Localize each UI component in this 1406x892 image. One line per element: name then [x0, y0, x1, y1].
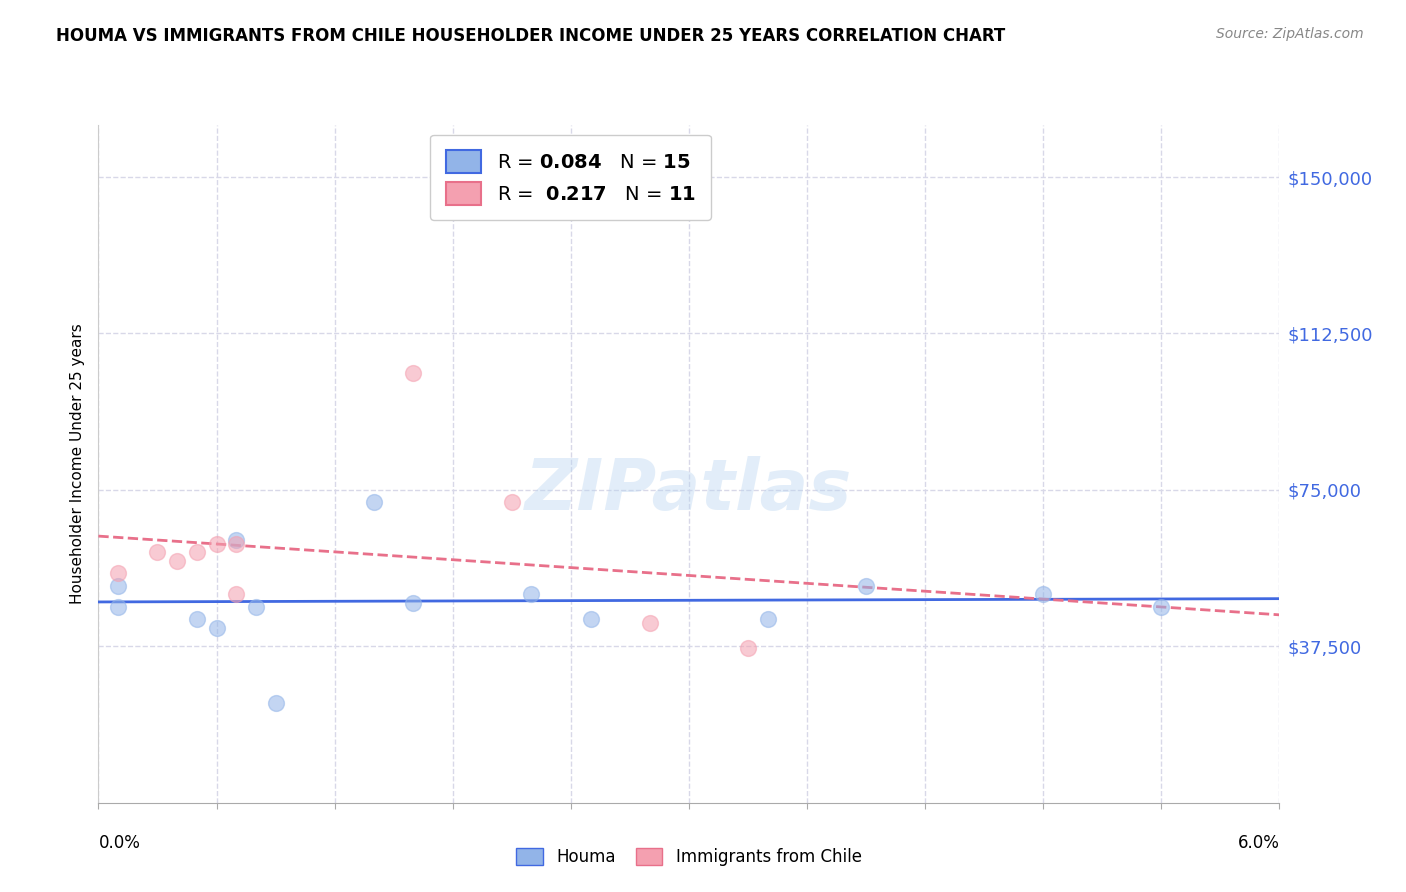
Point: [756, 612, 779, 626]
Point: [1150, 599, 1173, 614]
Point: [579, 612, 602, 626]
Point: [225, 537, 247, 551]
Point: [501, 495, 523, 509]
Y-axis label: Householder Income Under 25 years: Householder Income Under 25 years: [70, 324, 86, 604]
Legend: Houma, Immigrants from Chile: Houma, Immigrants from Chile: [509, 841, 869, 872]
Point: [205, 621, 228, 635]
Point: [225, 533, 247, 547]
Point: [225, 587, 247, 601]
Text: ZIPatlas: ZIPatlas: [526, 457, 852, 525]
Point: [107, 566, 129, 581]
Point: [186, 612, 208, 626]
Point: [855, 579, 877, 593]
Point: [638, 616, 661, 631]
Point: [402, 596, 425, 610]
Point: [186, 545, 208, 559]
Point: [363, 495, 385, 509]
Text: 6.0%: 6.0%: [1237, 834, 1279, 852]
Point: [245, 599, 267, 614]
Point: [737, 641, 759, 656]
Point: [166, 554, 188, 568]
Point: [1032, 587, 1054, 601]
Point: [264, 696, 287, 710]
Point: [107, 599, 129, 614]
Point: [146, 545, 169, 559]
Point: [520, 587, 543, 601]
Text: 0.0%: 0.0%: [98, 834, 141, 852]
Point: [107, 579, 129, 593]
Text: Source: ZipAtlas.com: Source: ZipAtlas.com: [1216, 27, 1364, 41]
Point: [205, 537, 228, 551]
Point: [402, 366, 425, 380]
Text: HOUMA VS IMMIGRANTS FROM CHILE HOUSEHOLDER INCOME UNDER 25 YEARS CORRELATION CHA: HOUMA VS IMMIGRANTS FROM CHILE HOUSEHOLD…: [56, 27, 1005, 45]
